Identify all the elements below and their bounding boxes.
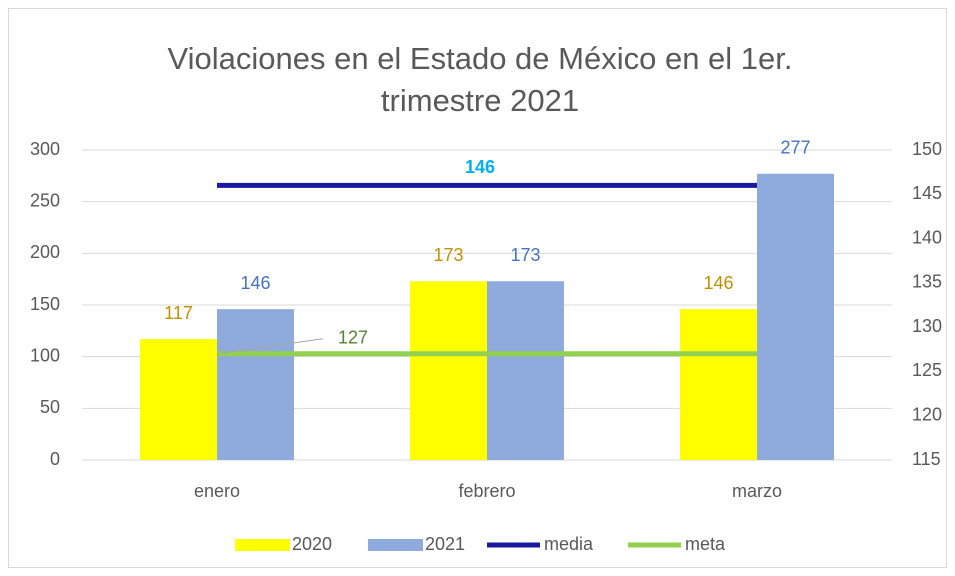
y2-tick-label: 150 bbox=[912, 139, 942, 159]
x-tick-label: enero bbox=[194, 481, 240, 501]
data-label: 146 bbox=[240, 273, 270, 293]
bar bbox=[410, 281, 487, 460]
bar bbox=[140, 339, 217, 460]
bar bbox=[217, 309, 294, 460]
legend-label: 2021 bbox=[425, 534, 465, 554]
y2-tick-label: 140 bbox=[912, 227, 942, 247]
legend-label: meta bbox=[685, 534, 726, 554]
bar bbox=[487, 281, 564, 460]
y2-tick-label: 130 bbox=[912, 316, 942, 336]
data-label: 173 bbox=[433, 245, 463, 265]
y-tick-label: 100 bbox=[30, 345, 60, 365]
y2-tick-label: 115 bbox=[912, 449, 941, 469]
y2-tick-label: 120 bbox=[912, 404, 942, 424]
data-label: 277 bbox=[780, 138, 810, 158]
data-label: 173 bbox=[510, 245, 540, 265]
data-label: 127 bbox=[338, 327, 368, 347]
y-tick-label: 200 bbox=[30, 242, 60, 262]
y-tick-label: 250 bbox=[30, 190, 60, 210]
y2-tick-label: 125 bbox=[912, 360, 942, 380]
leader-line bbox=[216, 338, 324, 355]
y-tick-label: 0 bbox=[50, 449, 60, 469]
bar bbox=[757, 173, 834, 460]
y2-tick-label: 145 bbox=[912, 183, 942, 203]
y2-tick-label: 135 bbox=[912, 272, 942, 292]
data-label: 117 bbox=[164, 303, 193, 323]
y-tick-label: 50 bbox=[40, 397, 60, 417]
data-label: 146 bbox=[703, 273, 733, 293]
y-tick-label: 150 bbox=[30, 294, 60, 314]
chart-title: Violaciones en el Estado de México en el… bbox=[167, 41, 793, 118]
x-tick-label: marzo bbox=[732, 481, 782, 501]
legend-label: media bbox=[544, 534, 594, 554]
legend-label: 2020 bbox=[292, 534, 332, 554]
data-label: 146 bbox=[465, 157, 495, 177]
legend-swatch bbox=[235, 539, 290, 551]
x-tick-label: febrero bbox=[458, 481, 515, 501]
bar bbox=[680, 309, 757, 460]
legend-swatch bbox=[368, 539, 423, 551]
y-tick-label: 300 bbox=[30, 139, 60, 159]
